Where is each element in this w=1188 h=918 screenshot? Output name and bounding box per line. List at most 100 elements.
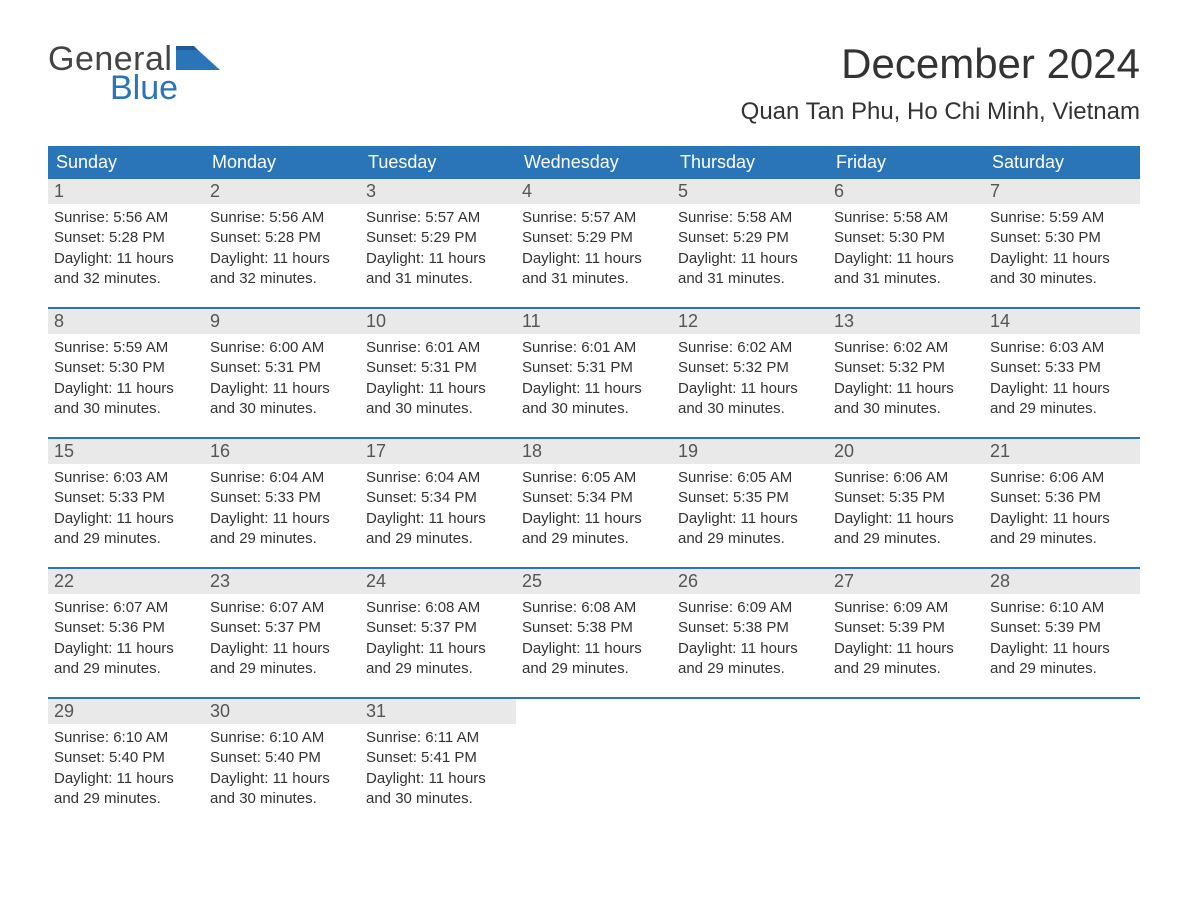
daynum-row: 15161718192021 [48, 439, 1140, 464]
daylight-line-1: Daylight: 11 hours [678, 509, 822, 529]
sunrise-line: Sunrise: 6:08 AM [522, 598, 666, 618]
sunset-line: Sunset: 5:33 PM [54, 488, 198, 508]
day-cell: Sunrise: 6:06 AMSunset: 5:35 PMDaylight:… [828, 464, 984, 553]
day-cell: Sunrise: 5:56 AMSunset: 5:28 PMDaylight:… [204, 204, 360, 293]
daylight-line-2: and 29 minutes. [366, 529, 510, 549]
daylight-line-2: and 29 minutes. [54, 659, 198, 679]
daybody-row: Sunrise: 5:56 AMSunset: 5:28 PMDaylight:… [48, 204, 1140, 307]
sunset-line: Sunset: 5:35 PM [834, 488, 978, 508]
sunrise-line: Sunrise: 6:05 AM [522, 468, 666, 488]
sunset-line: Sunset: 5:32 PM [834, 358, 978, 378]
sunrise-line: Sunrise: 5:56 AM [54, 208, 198, 228]
sunrise-line: Sunrise: 6:08 AM [366, 598, 510, 618]
sunset-line: Sunset: 5:40 PM [210, 748, 354, 768]
day-number: 5 [672, 179, 828, 204]
sunset-line: Sunset: 5:36 PM [54, 618, 198, 638]
daylight-line-2: and 29 minutes. [522, 529, 666, 549]
daylight-line-1: Daylight: 11 hours [990, 379, 1134, 399]
daylight-line-1: Daylight: 11 hours [54, 379, 198, 399]
day-number: 21 [984, 439, 1140, 464]
day-cell: Sunrise: 6:05 AMSunset: 5:35 PMDaylight:… [672, 464, 828, 553]
weekday-header: Friday [828, 146, 984, 179]
sunrise-line: Sunrise: 6:09 AM [834, 598, 978, 618]
daybody-row: Sunrise: 5:59 AMSunset: 5:30 PMDaylight:… [48, 334, 1140, 437]
day-number: 27 [828, 569, 984, 594]
sunrise-line: Sunrise: 6:00 AM [210, 338, 354, 358]
weekday-header: Wednesday [516, 146, 672, 179]
week-row: 22232425262728Sunrise: 6:07 AMSunset: 5:… [48, 567, 1140, 697]
sunset-line: Sunset: 5:35 PM [678, 488, 822, 508]
daylight-line-2: and 29 minutes. [834, 659, 978, 679]
weekday-header-row: SundayMondayTuesdayWednesdayThursdayFrid… [48, 146, 1140, 179]
sunrise-line: Sunrise: 6:01 AM [522, 338, 666, 358]
day-cell: Sunrise: 5:58 AMSunset: 5:30 PMDaylight:… [828, 204, 984, 293]
sunrise-line: Sunrise: 6:11 AM [366, 728, 510, 748]
day-cell: Sunrise: 5:59 AMSunset: 5:30 PMDaylight:… [48, 334, 204, 423]
daylight-line-2: and 29 minutes. [54, 789, 198, 809]
sunset-line: Sunset: 5:28 PM [54, 228, 198, 248]
day-cell: Sunrise: 5:59 AMSunset: 5:30 PMDaylight:… [984, 204, 1140, 293]
sunset-line: Sunset: 5:31 PM [210, 358, 354, 378]
day-cell: Sunrise: 6:07 AMSunset: 5:37 PMDaylight:… [204, 594, 360, 683]
day-number [516, 699, 672, 724]
daylight-line-1: Daylight: 11 hours [210, 509, 354, 529]
daylight-line-2: and 29 minutes. [210, 529, 354, 549]
day-number: 22 [48, 569, 204, 594]
sunrise-line: Sunrise: 6:09 AM [678, 598, 822, 618]
daylight-line-1: Daylight: 11 hours [990, 639, 1134, 659]
location-subtitle: Quan Tan Phu, Ho Chi Minh, Vietnam [741, 98, 1140, 126]
daylight-line-2: and 29 minutes. [210, 659, 354, 679]
daylight-line-2: and 30 minutes. [366, 399, 510, 419]
day-cell: Sunrise: 6:01 AMSunset: 5:31 PMDaylight:… [516, 334, 672, 423]
daylight-line-2: and 31 minutes. [678, 269, 822, 289]
sunset-line: Sunset: 5:30 PM [54, 358, 198, 378]
sunset-line: Sunset: 5:40 PM [54, 748, 198, 768]
sunset-line: Sunset: 5:39 PM [834, 618, 978, 638]
daylight-line-2: and 32 minutes. [54, 269, 198, 289]
sunrise-line: Sunrise: 5:58 AM [678, 208, 822, 228]
daylight-line-1: Daylight: 11 hours [834, 639, 978, 659]
weekday-header: Tuesday [360, 146, 516, 179]
day-number: 8 [48, 309, 204, 334]
sunrise-line: Sunrise: 6:04 AM [366, 468, 510, 488]
daybody-row: Sunrise: 6:10 AMSunset: 5:40 PMDaylight:… [48, 724, 1140, 827]
daylight-line-2: and 30 minutes. [210, 789, 354, 809]
daynum-row: 1234567 [48, 179, 1140, 204]
day-number: 31 [360, 699, 516, 724]
daylight-line-2: and 29 minutes. [990, 659, 1134, 679]
daylight-line-1: Daylight: 11 hours [54, 249, 198, 269]
daylight-line-2: and 30 minutes. [54, 399, 198, 419]
daylight-line-1: Daylight: 11 hours [522, 249, 666, 269]
sunrise-line: Sunrise: 5:57 AM [366, 208, 510, 228]
daylight-line-1: Daylight: 11 hours [366, 769, 510, 789]
day-number: 19 [672, 439, 828, 464]
sunset-line: Sunset: 5:31 PM [522, 358, 666, 378]
daynum-row: 293031 [48, 699, 1140, 724]
page-title: December 2024 [741, 40, 1140, 88]
day-cell [672, 724, 828, 813]
weekday-header: Sunday [48, 146, 204, 179]
header: General Blue December 2024 Quan Tan Phu,… [48, 40, 1140, 140]
sunset-line: Sunset: 5:29 PM [522, 228, 666, 248]
calendar: SundayMondayTuesdayWednesdayThursdayFrid… [48, 146, 1140, 827]
day-cell: Sunrise: 6:09 AMSunset: 5:38 PMDaylight:… [672, 594, 828, 683]
daynum-row: 22232425262728 [48, 569, 1140, 594]
day-cell: Sunrise: 6:07 AMSunset: 5:36 PMDaylight:… [48, 594, 204, 683]
day-cell: Sunrise: 6:10 AMSunset: 5:40 PMDaylight:… [204, 724, 360, 813]
daylight-line-1: Daylight: 11 hours [990, 509, 1134, 529]
sunset-line: Sunset: 5:38 PM [678, 618, 822, 638]
sunrise-line: Sunrise: 6:10 AM [210, 728, 354, 748]
day-number: 13 [828, 309, 984, 334]
day-number: 11 [516, 309, 672, 334]
sunset-line: Sunset: 5:37 PM [366, 618, 510, 638]
sunset-line: Sunset: 5:34 PM [522, 488, 666, 508]
daylight-line-2: and 32 minutes. [210, 269, 354, 289]
sunset-line: Sunset: 5:29 PM [678, 228, 822, 248]
daylight-line-2: and 29 minutes. [522, 659, 666, 679]
day-number: 20 [828, 439, 984, 464]
day-number: 12 [672, 309, 828, 334]
daylight-line-1: Daylight: 11 hours [210, 769, 354, 789]
sunset-line: Sunset: 5:41 PM [366, 748, 510, 768]
weekday-header: Monday [204, 146, 360, 179]
sunrise-line: Sunrise: 6:05 AM [678, 468, 822, 488]
